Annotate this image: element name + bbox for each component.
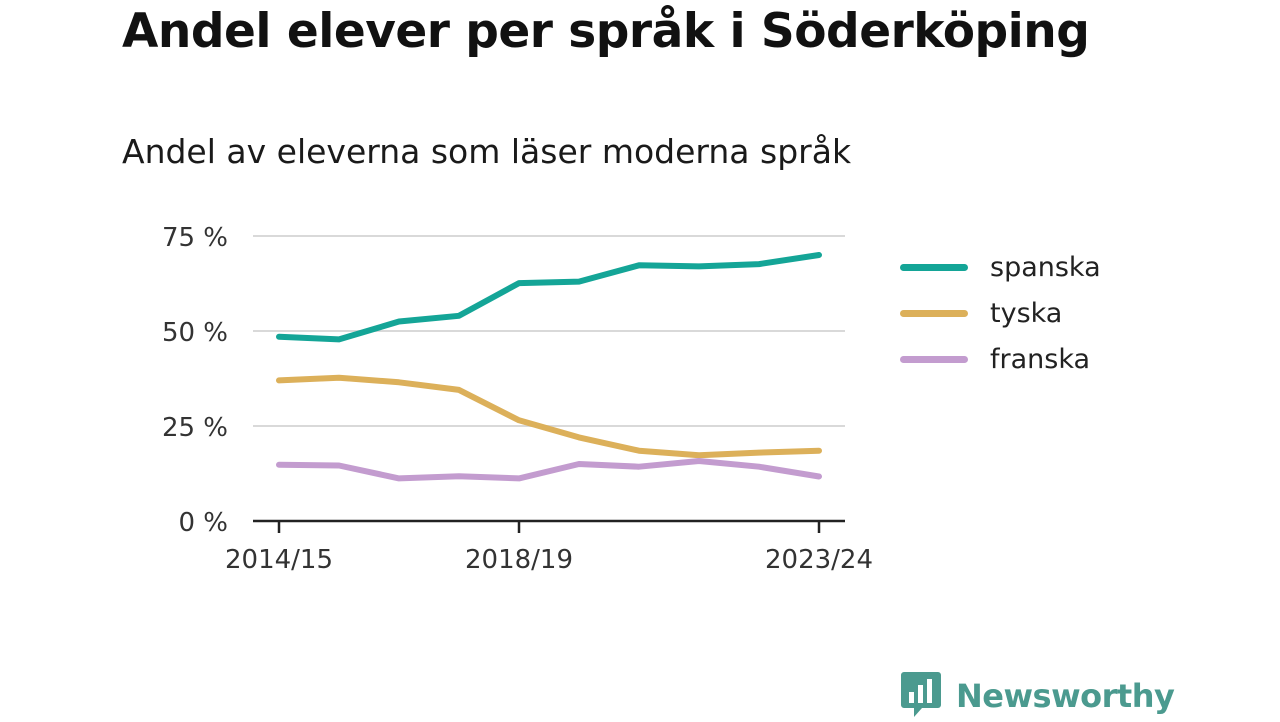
legend-label: tyska bbox=[990, 297, 1063, 329]
series-line-franska bbox=[276, 458, 822, 482]
y-tick-label: 0 % bbox=[178, 508, 228, 538]
y-axis-tick-labels: 0 % 25 % 50 % 75 % bbox=[162, 223, 228, 538]
y-tick-label: 25 % bbox=[162, 413, 228, 443]
series-line-tyska bbox=[276, 374, 822, 459]
legend-item-franska: franska bbox=[900, 336, 1101, 382]
legend-item-tyska: tyska bbox=[900, 290, 1101, 336]
bar-chart-speech-bubble-icon bbox=[900, 670, 942, 722]
x-tick-label: 2023/24 bbox=[765, 545, 873, 575]
legend-item-spanska: spanska bbox=[900, 244, 1101, 290]
legend: spanska tyska franska bbox=[900, 244, 1101, 382]
x-tick-label: 2018/19 bbox=[465, 545, 573, 575]
series-line-spanska bbox=[276, 252, 822, 343]
legend-swatch bbox=[900, 263, 968, 271]
x-axis-tick-labels: 2014/15 2018/19 2023/24 bbox=[225, 521, 873, 575]
y-tick-label: 50 % bbox=[162, 318, 228, 348]
legend-swatch bbox=[900, 309, 968, 317]
y-tick-label: 75 % bbox=[162, 223, 228, 253]
brand-name: Newsworthy bbox=[956, 677, 1175, 715]
brand-logo: Newsworthy bbox=[900, 670, 1175, 722]
legend-label: franska bbox=[990, 343, 1091, 375]
chart-title: Andel elever per språk i Söderköping bbox=[122, 4, 1090, 59]
x-tick-label: 2014/15 bbox=[225, 545, 333, 575]
chart-subtitle: Andel av eleverna som läser moderna språ… bbox=[122, 132, 852, 171]
legend-swatch bbox=[900, 355, 968, 363]
legend-label: spanska bbox=[990, 251, 1101, 283]
series-lines bbox=[276, 252, 822, 482]
